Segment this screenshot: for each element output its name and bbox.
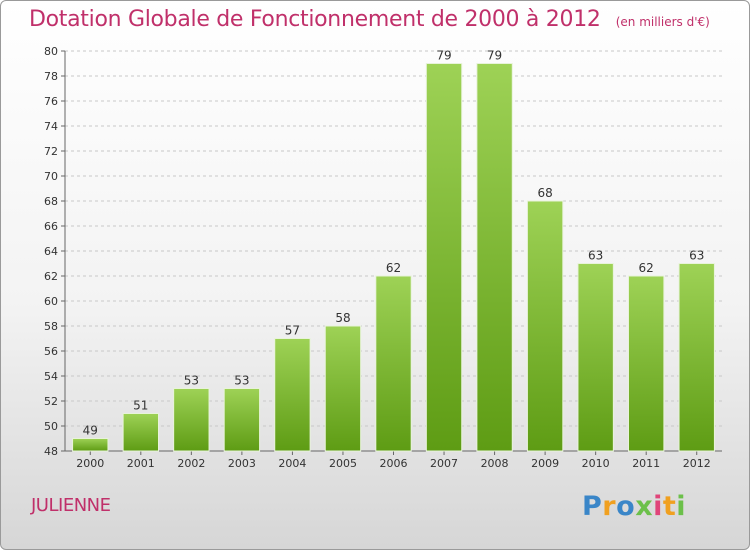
x-tick-label-2003: 2003 xyxy=(228,457,256,470)
y-tick-label: 48 xyxy=(44,445,58,458)
x-tick-label-2001: 2001 xyxy=(127,457,155,470)
data-label-2003: 53 xyxy=(234,374,249,388)
data-label-2011: 62 xyxy=(639,261,654,275)
x-tick-label-2002: 2002 xyxy=(177,457,205,470)
data-labels: 49 51 53 53 57 58 62 79 79 68 63 62 63 xyxy=(83,49,705,438)
bar-2008 xyxy=(476,63,513,452)
axes: 48 50 52 54 56 58 60 62 64 66 68 70 72 74 76 78 80 2000 20… xyxy=(44,45,722,470)
chart-title-main: Dotation Globale de Fonctionnement de 20… xyxy=(29,7,601,32)
x-tick-label-2004: 2004 xyxy=(278,457,306,470)
data-label-2007: 79 xyxy=(436,49,451,63)
x-tick-label-2010: 2010 xyxy=(582,457,610,470)
brand-letter: o xyxy=(616,491,636,522)
y-tick-label: 80 xyxy=(44,45,58,58)
bars xyxy=(72,63,715,452)
bar-2003 xyxy=(223,388,261,452)
data-label-2002: 53 xyxy=(184,374,199,388)
brand-letter: x xyxy=(635,491,654,522)
y-tick-label: 60 xyxy=(44,295,58,308)
brand-letter: P xyxy=(582,491,603,522)
y-tick-label: 68 xyxy=(44,195,58,208)
x-tick-label-2005: 2005 xyxy=(329,457,357,470)
y-tick-label: 56 xyxy=(44,345,58,358)
x-tick-label-2007: 2007 xyxy=(430,457,458,470)
data-label-2000: 49 xyxy=(83,424,98,438)
y-tick-label: 72 xyxy=(44,145,58,158)
chart-title-unit: (en milliers d'€) xyxy=(615,15,710,29)
brand-logo: Proxiti xyxy=(582,491,686,522)
y-tick-label: 76 xyxy=(44,95,58,108)
data-label-2006: 62 xyxy=(386,261,401,275)
data-label-2005: 58 xyxy=(335,311,350,325)
bar-2009 xyxy=(526,200,564,452)
bar-2005 xyxy=(324,325,362,452)
data-label-2010: 63 xyxy=(588,249,603,263)
data-label-2009: 68 xyxy=(537,186,552,200)
y-tick-label: 64 xyxy=(44,245,58,258)
x-tick-label-2006: 2006 xyxy=(380,457,408,470)
brand-letter: r xyxy=(602,491,617,522)
bar-2001 xyxy=(122,413,159,452)
bar-2002 xyxy=(173,388,210,452)
y-tick-label: 62 xyxy=(44,270,58,283)
y-tick-label: 58 xyxy=(44,320,58,333)
data-label-2008: 79 xyxy=(487,49,502,63)
y-tick-label: 54 xyxy=(44,370,58,383)
x-tick-label-2011: 2011 xyxy=(632,457,660,470)
data-label-2004: 57 xyxy=(285,324,300,338)
y-tick-label: 66 xyxy=(44,220,58,233)
bar-2000 xyxy=(72,438,109,452)
y-tick-label: 70 xyxy=(44,170,58,183)
bar-2007 xyxy=(425,63,463,452)
brand-letter: t xyxy=(662,491,677,522)
data-label-2001: 51 xyxy=(133,399,148,413)
x-tick-label-2009: 2009 xyxy=(531,457,559,470)
commune-name: JULIENNE xyxy=(31,495,111,516)
brand-letter: i xyxy=(676,491,687,522)
x-tick-label-2012: 2012 xyxy=(683,457,711,470)
x-tick-label-2008: 2008 xyxy=(481,457,509,470)
y-tick-label: 78 xyxy=(44,70,58,83)
bar-2012 xyxy=(678,263,715,452)
y-tick-label: 50 xyxy=(44,420,58,433)
bar-2006 xyxy=(375,275,412,452)
bar-2011 xyxy=(628,275,665,452)
bar-2004 xyxy=(274,338,311,452)
brand-letter: i xyxy=(653,491,663,522)
y-tick-label: 52 xyxy=(44,395,58,408)
chart-title: Dotation Globale de Fonctionnement de 20… xyxy=(29,7,710,32)
bar-2010 xyxy=(577,263,614,452)
data-label-2012: 63 xyxy=(689,249,704,263)
x-tick-label-2000: 2000 xyxy=(76,457,104,470)
y-tick-label: 74 xyxy=(44,120,58,133)
